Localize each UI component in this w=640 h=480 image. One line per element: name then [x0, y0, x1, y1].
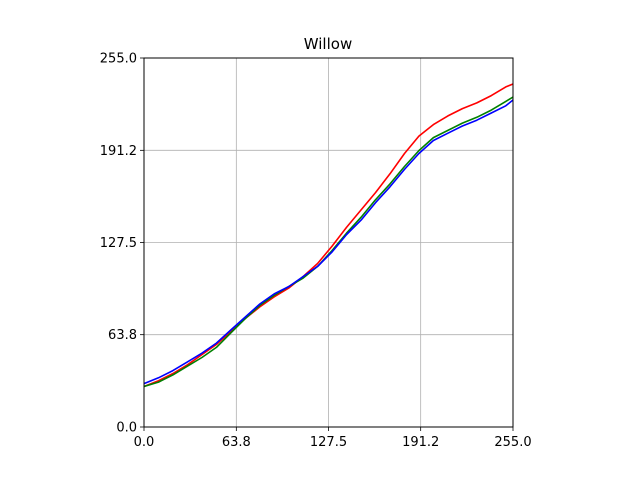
x-tick-label: 63.8 — [222, 435, 251, 450]
y-tick-label: 255.0 — [100, 52, 137, 67]
x-tick-label: 191.2 — [402, 435, 439, 450]
chart-title: Willow — [304, 35, 352, 53]
y-tick-label: 191.2 — [100, 144, 137, 159]
series-line-0 — [143, 83, 514, 388]
y-tick-label: 127.5 — [100, 236, 137, 251]
y-tick-label: 63.8 — [108, 328, 137, 343]
x-tick-label: 0.0 — [134, 435, 155, 450]
x-tick-label: 255.0 — [494, 435, 531, 450]
series-line-1 — [143, 96, 514, 388]
series-group — [143, 83, 514, 388]
ticks: 0.0 63.8 127.5 191.2 255.0 0.0 63.8 127.5 191.2 2… — [100, 52, 532, 451]
y-tick-label: 0.0 — [116, 421, 137, 436]
x-tick-label: 127.5 — [310, 435, 347, 450]
series-line-2 — [143, 99, 514, 385]
